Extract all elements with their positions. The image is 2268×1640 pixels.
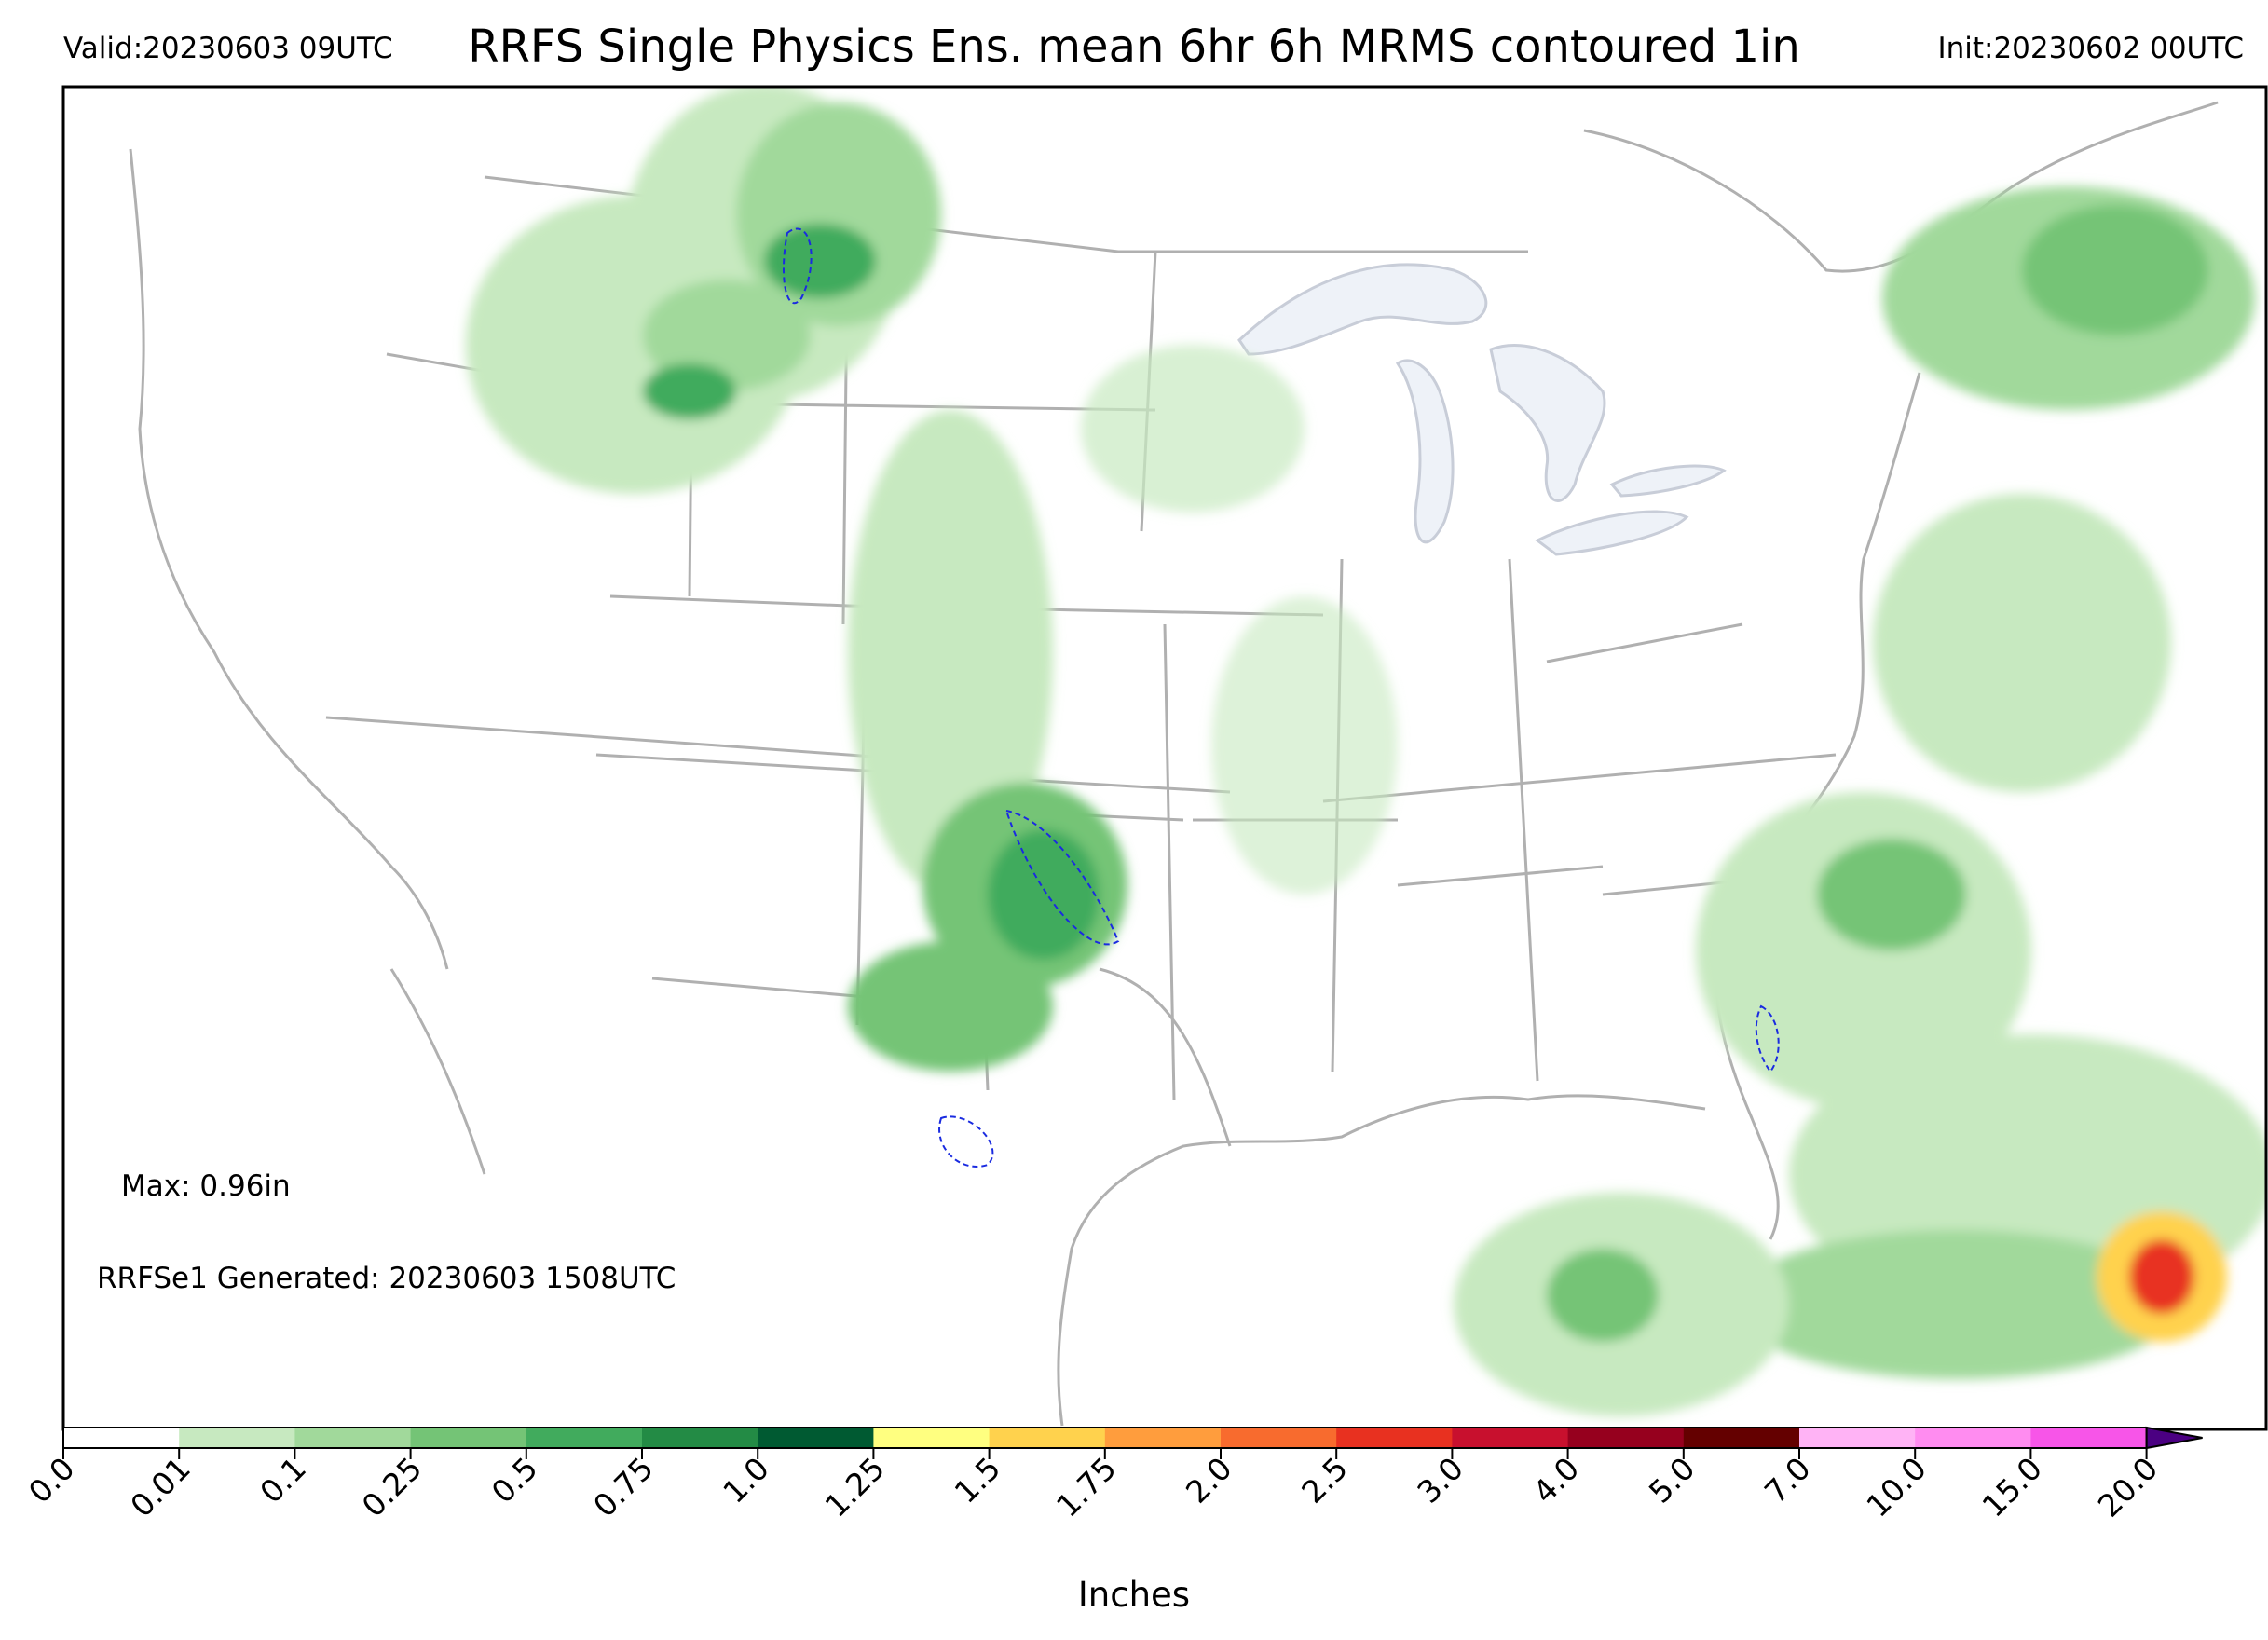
colorbar-tick-label: 0.75 [586, 1450, 661, 1524]
colorbar-tick-label: 1.0 [716, 1450, 776, 1510]
colorbar-segment [1104, 1428, 1222, 1448]
colorbar-segment [989, 1428, 1106, 1448]
colorbar-tick-label: 20.0 [2091, 1450, 2166, 1524]
gulf-coast [1057, 1094, 1706, 1427]
colorbar-tick-label: 0.5 [485, 1450, 545, 1510]
valid-time: Valid:20230603 09UTC [63, 32, 393, 65]
colorbar-tick-label: 10.0 [1859, 1450, 1933, 1524]
colorbar-tick-label: 0.0 [21, 1450, 82, 1510]
colorbar-tick-label: 2.0 [1179, 1450, 1239, 1510]
mrms-contours [782, 227, 1780, 1168]
colorbar-tick-label: 15.0 [1975, 1450, 2050, 1524]
generated-label: RRFSe1 Generated: 20230603 1508UTC [97, 1262, 676, 1295]
colorbar-segment [1915, 1428, 2031, 1448]
precip-field [466, 87, 2266, 1416]
colorbar-segment [873, 1428, 991, 1448]
colorbar-tick-label: 1.75 [1049, 1450, 1124, 1524]
colorbar-segment [2030, 1428, 2148, 1448]
colorbar-segment [1799, 1428, 1916, 1448]
colorbar-segment [63, 1428, 180, 1448]
colorbar-segment [642, 1428, 758, 1448]
colorbar-tick-label: 1.25 [818, 1450, 893, 1524]
colorbar-segment [294, 1428, 412, 1448]
colorbar-segment [1567, 1428, 1685, 1448]
colorbar-tick-label: 7.0 [1757, 1450, 1818, 1510]
colorbar-segment [1683, 1428, 1800, 1448]
colorbar-tick-label: 2.5 [1294, 1450, 1355, 1510]
colorbar-segment [1452, 1428, 1569, 1448]
colorbar-segment [1336, 1428, 1453, 1448]
colorbar-tick-label: 4.0 [1526, 1450, 1587, 1510]
colorbar-tick-label: 3.0 [1410, 1450, 1470, 1510]
colorbar-tick-label: 0.25 [355, 1450, 430, 1524]
init-time: Init:20230602 00UTC [1937, 32, 2244, 65]
colorbar-ticks: 0.0 0.01 0.1 0.25 0.5 0.75 1.0 1.25 1.5 1.75 2.0 2.… [21, 1448, 2165, 1524]
colorbar [62, 1426, 2203, 1450]
west-coast [129, 148, 449, 970]
colorbar-tick-label: 5.0 [1642, 1450, 1702, 1510]
map-title: RRFS Single Physics Ens. mean 6hr 6h MRM… [468, 20, 1800, 73]
colorbar-label: Inches [1077, 1575, 1191, 1615]
great-lakes [1237, 263, 1727, 556]
max-value-label: Max: 0.96in [121, 1169, 291, 1203]
colorbar-tick-label: 0.1 [253, 1450, 313, 1510]
colorbar-segment [1221, 1428, 1337, 1448]
colorbar-tick-label: 0.01 [123, 1450, 198, 1524]
colorbar-segment [179, 1428, 295, 1448]
colorbar-segment [526, 1428, 643, 1448]
colorbar-tick-label: 1.5 [948, 1450, 1008, 1510]
colorbar-segment [758, 1428, 874, 1448]
colorbar-segment [410, 1428, 527, 1448]
